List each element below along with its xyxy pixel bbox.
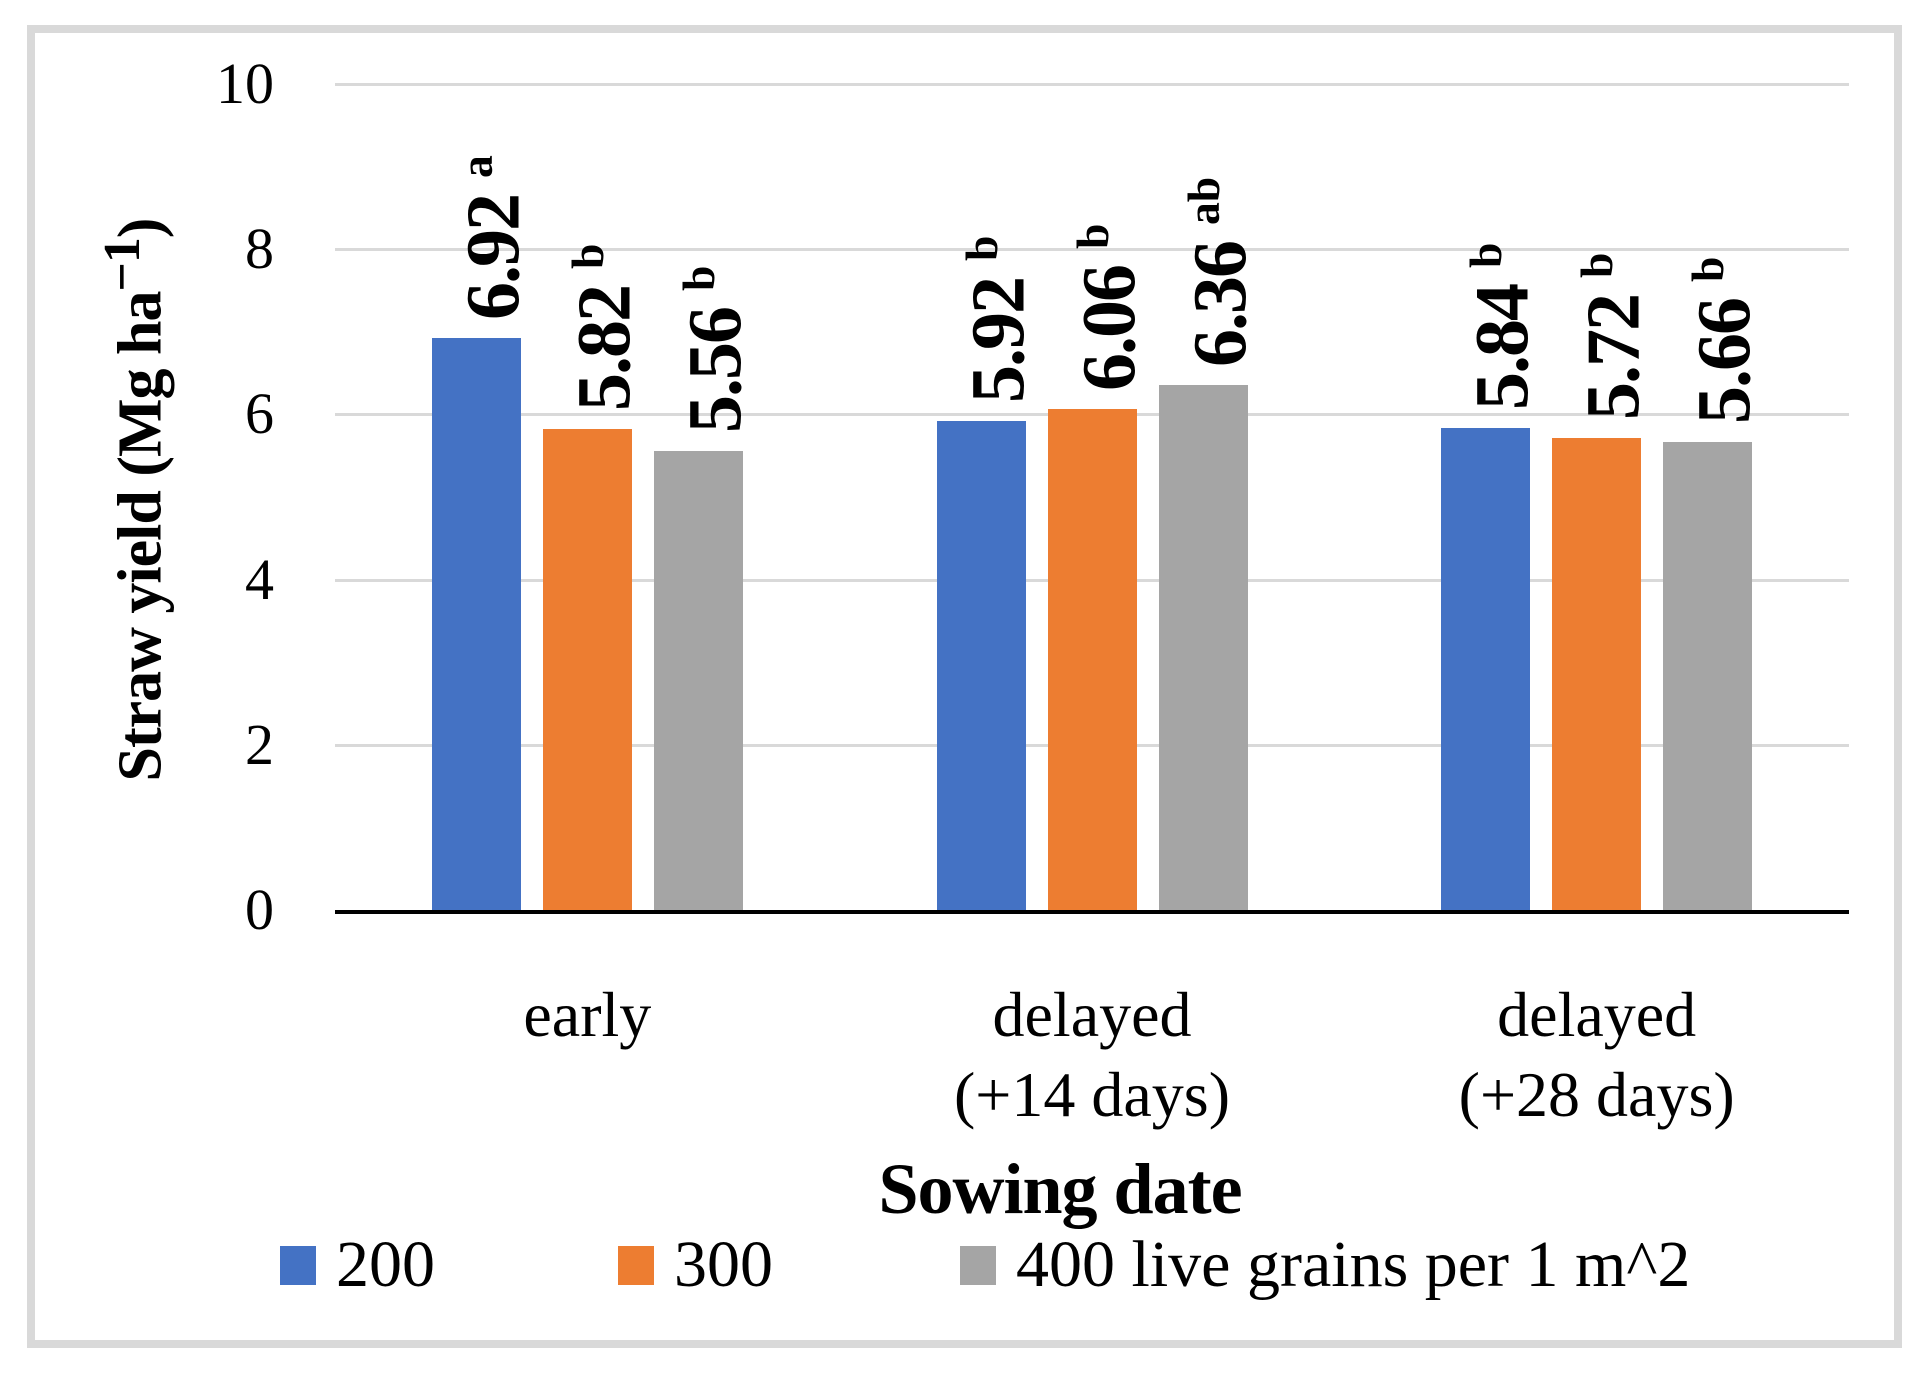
legend-label-400-live-gra: 400 live grains per 1 m^2 — [1016, 1228, 1691, 1301]
bar-value-label-delayed-14-days-200: 5.92 b — [955, 235, 1040, 403]
significance-letter: b — [1066, 223, 1118, 249]
significance-letter: b — [1570, 252, 1622, 278]
bar-early-200 — [432, 338, 521, 910]
bar-value-label-early-400-live-gra: 5.56 b — [672, 265, 757, 433]
significance-letter: b — [1459, 242, 1511, 268]
x-axis-title: Sowing date — [878, 1149, 1242, 1229]
legend-label-300: 300 — [674, 1228, 773, 1301]
y-axis-title: Straw yield (Mg ha−1) — [94, 218, 175, 782]
y-axis-title-superscript: −1 — [94, 238, 151, 292]
significance-letter: b — [561, 243, 613, 269]
significance-letter: b — [672, 265, 724, 291]
legend-item-400-live-gra: 400 live grains per 1 m^2 — [960, 1228, 1691, 1301]
y-tick-label-8: 8 — [245, 216, 274, 281]
bar-delayed-28-days-300 — [1552, 438, 1641, 910]
category-label-delayed-28-days: delayed (+28 days) — [1458, 979, 1735, 1130]
bar-value-label-delayed-28-days-400-live-gra: 5.66 b — [1681, 256, 1766, 424]
legend-label-200: 200 — [336, 1228, 435, 1301]
y-tick-label-0: 0 — [245, 877, 274, 942]
x-axis-line — [335, 910, 1849, 914]
bar-early-300 — [543, 429, 632, 910]
y-tick-label-6: 6 — [245, 381, 274, 446]
category-label-delayed-14-days: delayed (+14 days) — [953, 979, 1231, 1130]
legend-swatch-400-live-gra — [960, 1245, 996, 1285]
bar-delayed-14-days-200 — [937, 421, 1026, 910]
significance-letter: b — [1681, 256, 1733, 282]
bar-value-label-early-300: 5.82 b — [561, 243, 646, 411]
bar-delayed-28-days-200 — [1441, 428, 1530, 910]
y-tick-label-4: 4 — [245, 547, 274, 612]
significance-letter: b — [955, 235, 1007, 261]
legend-item-300: 300 — [618, 1228, 773, 1301]
bar-value-label-delayed-14-days-400-live-gra: 6.36 ab — [1177, 176, 1262, 367]
bar-delayed-28-days-400-live-gra — [1663, 442, 1752, 910]
gridline-10 — [335, 83, 1849, 86]
category-label-early: early — [523, 979, 652, 1050]
significance-letter: ab — [1177, 176, 1229, 225]
bar-value-label-delayed-28-days-300: 5.72 b — [1570, 252, 1655, 420]
bar-delayed-14-days-400-live-gra — [1159, 385, 1248, 910]
legend-item-200: 200 — [280, 1228, 435, 1301]
bar-delayed-14-days-300 — [1048, 409, 1137, 910]
legend-swatch-300 — [618, 1245, 654, 1285]
bar-early-400-live-gra — [654, 451, 743, 910]
gridline-8 — [335, 248, 1849, 251]
y-tick-label-10: 10 — [216, 51, 274, 116]
bar-value-label-early-200: 6.92 a — [450, 155, 535, 320]
legend-swatch-200 — [280, 1245, 316, 1285]
y-tick-label-2: 2 — [245, 712, 274, 777]
bar-value-label-delayed-28-days-200: 5.84 b — [1459, 242, 1544, 410]
significance-letter: a — [450, 155, 502, 178]
bar-value-label-delayed-14-days-300: 6.06 b — [1066, 223, 1151, 391]
